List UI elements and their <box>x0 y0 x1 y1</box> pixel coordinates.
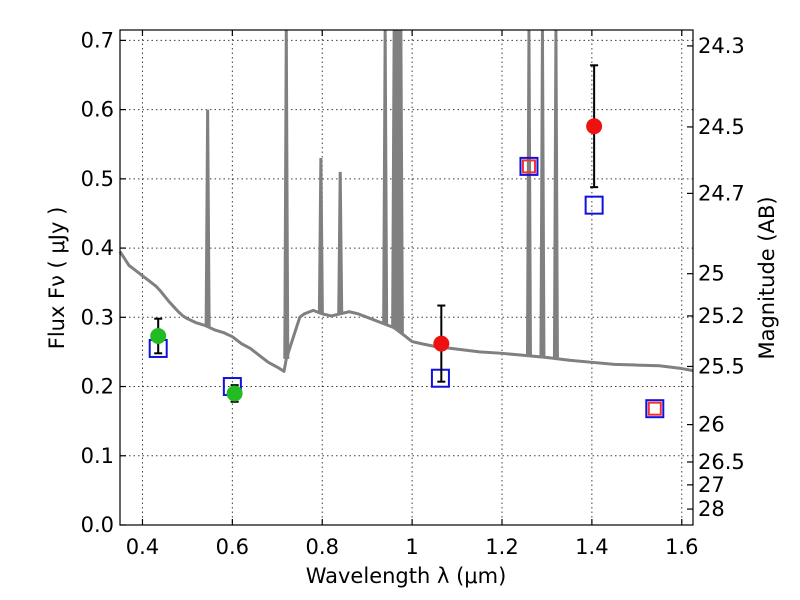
model-square-red <box>521 159 536 174</box>
model-square-blue <box>645 399 665 419</box>
right-y-tick-label: 26 <box>698 413 725 437</box>
x-axis-label: Wavelength λ (μm) <box>306 564 507 588</box>
model-square-red <box>647 401 662 416</box>
y-tick-label: 0.2 <box>81 375 114 399</box>
data-points <box>148 64 665 419</box>
right-y-axis-label: Magnitude (AB) <box>755 196 779 359</box>
y-tick-label: 0.3 <box>81 305 114 329</box>
green-point <box>226 385 243 402</box>
red-point <box>586 118 603 135</box>
x-tick-label: 1.6 <box>665 535 698 559</box>
y-tick-label: 0.1 <box>81 444 114 468</box>
y-tick-label: 0.7 <box>81 28 114 52</box>
y-tick-label: 0.4 <box>81 236 114 260</box>
model-emission-line <box>397 29 404 333</box>
model-emission-line <box>552 29 559 359</box>
model-square-blue <box>519 156 539 176</box>
model-emission-line <box>539 29 546 358</box>
x-tick-label: 1.4 <box>575 535 608 559</box>
right-y-tick-label: 26.5 <box>698 450 745 474</box>
x-tick-label: 0.4 <box>126 535 159 559</box>
model-emission-line <box>317 158 324 314</box>
grid <box>120 30 693 526</box>
x-tick-label: 1.2 <box>485 535 518 559</box>
right-y-tick-label: 24.7 <box>698 181 745 205</box>
model-emission-line <box>382 29 389 325</box>
x-tick-label: 0.6 <box>216 535 249 559</box>
model-square-blue <box>584 195 604 215</box>
model-emission-line <box>337 171 344 314</box>
y-tick-label: 0.6 <box>81 98 114 122</box>
y-tick-label: 0.5 <box>81 167 114 191</box>
green-point <box>150 328 167 344</box>
model-emission-line <box>204 109 211 327</box>
model-emission-line <box>525 29 532 356</box>
y-axis-label: Flux Fν ( μJy ) <box>45 207 69 350</box>
right-y-tick-label: 25 <box>698 262 725 286</box>
y-tick-label: 0.0 <box>81 513 114 537</box>
right-y-tick-label: 28 <box>698 497 725 521</box>
red-point <box>433 335 450 352</box>
axis-ticks: 0.4 0.6 0.8 1 1.2 1.4 1.6 0.0 0.1 0.2 0.3 0.4 0.5 0.6… <box>81 28 745 559</box>
plot-frame <box>119 29 694 526</box>
x-tick-label: 0.8 <box>306 535 339 559</box>
model-emission-line <box>283 29 290 359</box>
right-y-tick-label: 25.5 <box>698 354 745 378</box>
right-y-tick-label: 27 <box>698 473 725 497</box>
right-y-tick-label: 25.2 <box>698 304 745 328</box>
right-y-tick-label: 24.3 <box>698 34 745 58</box>
right-y-tick-label: 24.5 <box>698 115 745 139</box>
x-tick-label: 1 <box>405 535 418 559</box>
